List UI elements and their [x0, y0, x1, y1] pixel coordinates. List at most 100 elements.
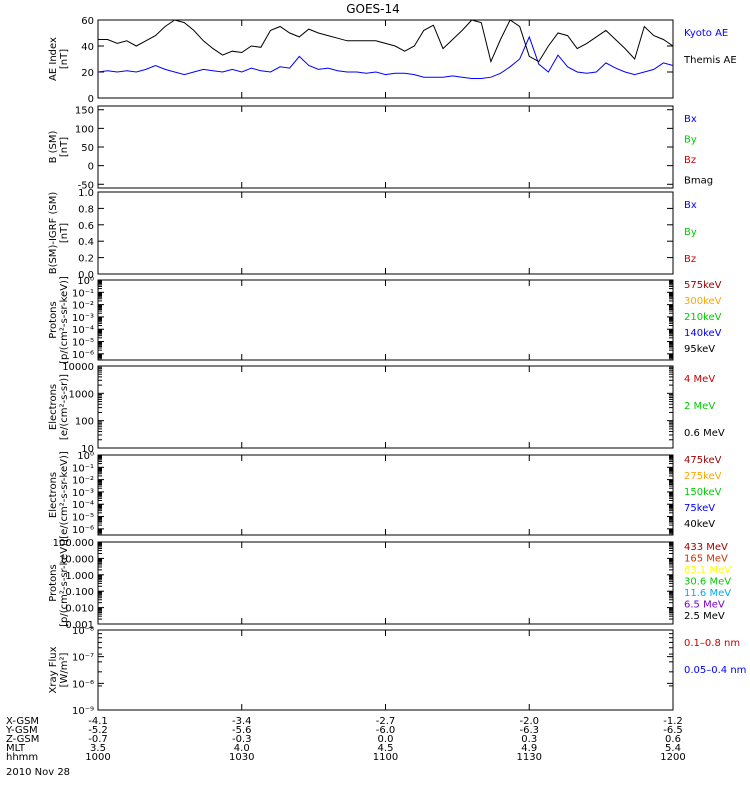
y-tick-label: 0.2	[78, 254, 94, 265]
y-tick-label: 0.4	[78, 237, 94, 248]
panel-bdiff: 0.0 0.2 0.4 0.6 0.8 1.0 B(SM)-IGRF (SM)[nT] Bx B…	[48, 188, 697, 281]
x-row-value: 1100	[373, 752, 398, 763]
y-tick-label: 10	[81, 444, 94, 455]
x-row-label: Y-GSM	[5, 725, 38, 736]
y-axis-label-line: [nT]	[59, 137, 70, 157]
y-tick-label: -50	[78, 180, 94, 191]
legend-entry: 475keV	[684, 455, 722, 466]
x-row-value: 5.4	[665, 743, 681, 754]
date-label: 2010 Nov 28	[6, 767, 70, 778]
series-line-themis-ae	[98, 19, 674, 64]
legend-entry: Bx	[684, 114, 697, 125]
y-axis-label-line: Electrons	[48, 384, 59, 430]
x-row-value: 0.3	[521, 734, 537, 745]
y-tick-label: 1.000	[65, 571, 94, 582]
legend-entry: 0.05–0.4 nm	[684, 665, 746, 676]
y-axis-label: AE Index[nT]	[48, 37, 70, 81]
y-tick-label: 10⁻⁶	[72, 525, 94, 536]
y-tick-label: 0.001	[65, 620, 94, 631]
y-axis-label-line: Electrons	[48, 472, 59, 518]
y-tick-label: 10000	[62, 362, 94, 373]
x-row-label: hhmm	[6, 752, 38, 763]
y-tick-label: 1000	[69, 389, 94, 400]
x-row-value: -4.1	[88, 716, 108, 727]
y-axis-label-line: Protons	[48, 301, 59, 338]
x-row-value: -0.3	[232, 734, 252, 745]
legend-entry: 11.6 MeV	[684, 588, 731, 599]
panel-frame	[97, 19, 674, 99]
legend-entry: By	[684, 227, 697, 238]
x-row-value: 1130	[517, 752, 542, 763]
y-axis-label: Protons[p/(cm²-s-sr-keV)]	[48, 539, 70, 627]
y-tick-label: 10⁻⁴	[72, 325, 94, 336]
y-tick-label: 20	[81, 68, 94, 79]
y-axis-label-line: Protons	[48, 564, 59, 601]
legend-entry: 75keV	[684, 503, 715, 514]
y-axis-label-line: [p/(cm²-s-sr-keV)]	[59, 539, 70, 627]
legend-entry: 140keV	[684, 328, 722, 339]
legend-entry: 95keV	[684, 344, 715, 355]
y-tick-label: 10⁻¹	[72, 463, 94, 474]
panel-frame	[97, 629, 674, 711]
y-axis-label-line: [p/(cm²-s-sr-keV)]	[59, 276, 70, 364]
y-axis-label-line: [nT]	[59, 49, 70, 69]
y-tick-label: 10⁻²	[72, 301, 94, 312]
legend-entry: 63.1 MeV	[684, 565, 731, 576]
legend-entry: Kyoto AE	[684, 28, 728, 39]
x-row-value: -6.3	[519, 725, 539, 736]
y-tick-label: 10⁻³	[72, 313, 94, 324]
x-row-value: -6.0	[376, 725, 396, 736]
legend-entry: Bx	[684, 200, 697, 211]
y-axis-label-line: [W/m²]	[59, 652, 70, 687]
y-tick-label: 10⁻⁹	[72, 706, 94, 717]
panel-frame	[97, 365, 674, 449]
legend-entry: 433 MeV	[684, 542, 728, 553]
x-row-label: MLT	[6, 743, 26, 754]
x-row-value: -1.2	[663, 716, 683, 727]
legend-entry: 575keV	[684, 280, 722, 291]
y-tick-label: 0.8	[78, 204, 94, 215]
y-tick-label: 10⁻⁶	[72, 679, 94, 690]
y-axis-label-line: B (SM)	[48, 130, 59, 163]
x-row-value: -0.7	[88, 734, 108, 745]
legend-entry: 150keV	[684, 487, 722, 498]
x-row-value: 0.0	[378, 734, 394, 745]
x-row-value: -6.5	[663, 725, 683, 736]
x-row-value: 1000	[85, 752, 110, 763]
y-axis-label-line: [e/(cm²-s-sr-keV)]	[59, 451, 70, 539]
panel-frame	[97, 454, 674, 536]
y-axis-label: Electrons[e/(cm²-s-sr-keV)]	[48, 451, 70, 539]
y-axis-label: B (SM)[nT]	[48, 130, 70, 163]
legend-entry: Bz	[684, 254, 696, 265]
series-line-kyoto-ae	[97, 35, 674, 79]
legend-entry: Bz	[684, 155, 696, 166]
panel-ae: 0 20 40 60 AE Index[nT] Kyoto AE Themis AE	[48, 16, 737, 105]
x-row-value: -2.7	[376, 716, 396, 727]
y-tick-label: 40	[81, 42, 94, 53]
y-tick-label: 0	[88, 94, 94, 105]
legend-entry: 300keV	[684, 296, 722, 307]
x-row-value: -3.4	[232, 716, 252, 727]
legend-entry: 40keV	[684, 519, 715, 530]
y-tick-label: 0	[88, 162, 94, 173]
legend-entry: By	[684, 135, 697, 146]
y-tick-label: 10⁻¹	[72, 288, 94, 299]
x-row-value: 4.5	[378, 743, 394, 754]
legend-entry: 30.6 MeV	[684, 577, 731, 588]
legend-entry: 4 MeV	[684, 374, 715, 385]
panel-frame	[97, 105, 674, 189]
y-tick-label: 0.010	[65, 604, 94, 615]
y-axis-label: Electrons[e/(cm²-s-sr)]	[48, 374, 70, 440]
y-tick-label: 10⁻⁷	[72, 653, 94, 664]
legend-entry: 0.1–0.8 nm	[684, 638, 740, 649]
legend-entry: 6.5 MeV	[684, 600, 725, 611]
panel-bfield: -50 0 50 100 150 B (SM)[nT] Bx By Bz Bmag	[48, 105, 713, 191]
chart-title: GOES-14	[346, 2, 400, 16]
y-tick-label: 10⁻²	[72, 476, 94, 487]
panel-frame	[97, 279, 674, 361]
y-tick-label: 10.000	[59, 554, 94, 565]
y-tick-label: 150	[75, 106, 94, 117]
